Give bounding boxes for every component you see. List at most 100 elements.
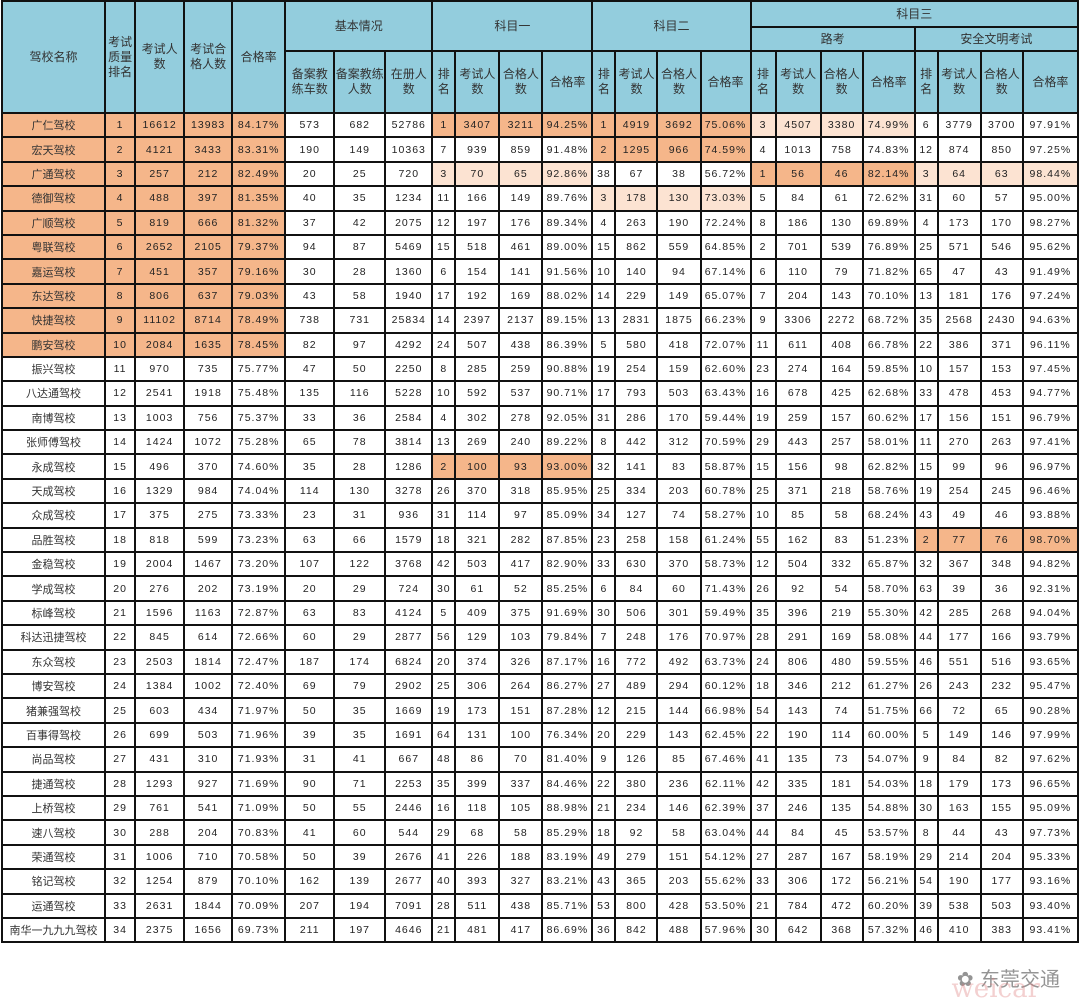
pass-rate-cell: 74.04%	[231, 477, 287, 505]
coaches-cell: 39	[333, 843, 387, 871]
k1-pass-rate-cell: 83.21%	[541, 868, 594, 895]
k1-pass-rate-cell: 91.56%	[541, 258, 594, 285]
road-exam-count-cell: 504	[774, 551, 822, 578]
safe-exam-count-cell: 190	[936, 868, 982, 895]
safe-pass-rate-cell: 98.44%	[1021, 160, 1080, 188]
road-rank-cell: 2	[749, 233, 777, 261]
k1-rank-cell: 13	[431, 429, 457, 456]
k1-exam-count-cell: 321	[454, 526, 501, 554]
table-row: 广通驾校 3 257 212 82.49% 20 25 720 3 70 65 92.86% 38 67 3…	[0, 160, 1080, 188]
road-exam-count-cell: 642	[774, 916, 822, 944]
k1-rank-cell: 31	[431, 502, 457, 529]
coaches-cell: 35	[333, 185, 387, 212]
k1-rank-cell: 42	[431, 551, 457, 578]
k1-pass-rate-cell: 85.09%	[541, 502, 594, 529]
cars-cell: 107	[284, 551, 336, 578]
k1-pass-rate-cell: 81.40%	[541, 746, 594, 773]
pass-count-cell: 1844	[183, 892, 234, 919]
k1-rank-cell: 24	[431, 331, 457, 358]
k1-exam-count-cell: 131	[454, 721, 501, 749]
road-exam-count-cell: 443	[774, 429, 822, 456]
k1-pass-count-cell: 103	[498, 624, 544, 651]
k1-pass-count-cell: 240	[498, 429, 544, 456]
school-name-cell: 天成驾校	[0, 477, 107, 505]
safe-rank-cell: 39	[913, 892, 939, 919]
k2-rank-cell: 10	[591, 258, 617, 285]
k2-pass-count-cell: 418	[656, 331, 702, 358]
cars-cell: 69	[284, 672, 336, 700]
road-exam-count-cell: 346	[774, 672, 822, 700]
quality-rank-cell: 28	[104, 770, 137, 797]
k1-pass-rate-cell: 87.85%	[541, 526, 594, 554]
enrolled-cell: 544	[384, 819, 434, 846]
safe-pass-rate-cell: 97.91%	[1021, 111, 1080, 139]
safe-pass-rate-cell: 96.79%	[1021, 404, 1080, 432]
quality-rank-cell: 7	[104, 258, 137, 285]
safe-pass-rate-cell: 94.82%	[1021, 551, 1080, 578]
school-name-cell: 广顺驾校	[0, 209, 107, 236]
pass-count-cell: 666	[183, 209, 234, 236]
k2-rank-cell: 19	[591, 355, 617, 383]
k1-pass-count-cell: 282	[498, 526, 544, 554]
k2-pass-rate-cell: 58.87%	[699, 453, 752, 480]
cars-cell: 207	[284, 892, 336, 919]
quality-rank-cell: 21	[104, 599, 137, 627]
k1-exam-count-cell: 114	[454, 502, 501, 529]
road-rank-cell: 12	[749, 551, 777, 578]
k1-rank-cell: 40	[431, 868, 457, 895]
enrolled-cell: 2075	[384, 209, 434, 236]
pass-rate-cell: 75.48%	[231, 380, 287, 407]
cars-cell: 738	[284, 307, 336, 334]
road-rank-cell: 28	[749, 624, 777, 651]
k2-rank-cell: 31	[591, 404, 617, 432]
safe-rank-cell: 54	[913, 868, 939, 895]
k2-pass-count-cell: 1875	[656, 307, 702, 334]
cars-cell: 573	[284, 111, 336, 139]
k2-pass-count-cell: 492	[656, 648, 702, 676]
safe-exam-count-cell: 44	[936, 819, 982, 846]
pass-count-cell: 599	[183, 526, 234, 554]
coaches-cell: 78	[333, 429, 387, 456]
coaches-cell: 149	[333, 136, 387, 163]
exam-count-cell: 257	[134, 160, 186, 188]
header-coaches: 备案教练人数	[333, 50, 387, 114]
pass-rate-cell: 70.58%	[231, 843, 287, 871]
header-name: 驾校名称	[0, 0, 107, 114]
k2-pass-rate-cell: 67.14%	[699, 258, 752, 285]
table-row: 南博驾校 13 1003 756 75.37% 33 36 2584 4 302 278 92.05%…	[0, 404, 1080, 432]
road-pass-rate-cell: 66.78%	[861, 331, 916, 358]
cars-cell: 63	[284, 526, 336, 554]
quality-rank-cell: 14	[104, 429, 137, 456]
safe-pass-count-cell: 151	[979, 404, 1024, 432]
pass-rate-cell: 69.73%	[231, 916, 287, 944]
k1-rank-cell: 41	[431, 843, 457, 871]
road-rank-cell: 5	[749, 185, 777, 212]
table-row: 张师傅驾校 14 1424 1072 75.28% 65 78 3814 13 269 240 89.…	[0, 429, 1080, 456]
pass-rate-cell: 73.33%	[231, 502, 287, 529]
cars-cell: 50	[284, 794, 336, 822]
road-pass-rate-cell: 69.89%	[861, 209, 916, 236]
table-row: 广顺驾校 5 819 666 81.32% 37 42 2075 12 197 176 89.34% 4…	[0, 209, 1080, 236]
road-exam-count-cell: 701	[774, 233, 822, 261]
safe-pass-count-cell: 36	[979, 575, 1024, 602]
pass-rate-cell: 78.49%	[231, 307, 287, 334]
road-exam-count-cell: 806	[774, 648, 822, 676]
pass-rate-cell: 72.40%	[231, 672, 287, 700]
enrolled-cell: 2253	[384, 770, 434, 797]
school-name-cell: 鹏安驾校	[0, 331, 107, 358]
k1-rank-cell: 28	[431, 892, 457, 919]
school-name-cell: 张师傅驾校	[0, 429, 107, 456]
pass-count-cell: 637	[183, 282, 234, 310]
cars-cell: 20	[284, 575, 336, 602]
pass-rate-cell: 73.19%	[231, 575, 287, 602]
school-name-cell: 速八驾校	[0, 819, 107, 846]
enrolled-cell: 1234	[384, 185, 434, 212]
road-pass-count-cell: 54	[819, 575, 864, 602]
k2-pass-rate-cell: 73.03%	[699, 185, 752, 212]
k2-rank-cell: 22	[591, 770, 617, 797]
pass-rate-cell: 79.03%	[231, 282, 287, 310]
enrolled-cell: 724	[384, 575, 434, 602]
safe-pass-rate-cell: 93.40%	[1021, 892, 1080, 919]
k2-rank-cell: 9	[591, 746, 617, 773]
road-rank-cell: 11	[749, 331, 777, 358]
